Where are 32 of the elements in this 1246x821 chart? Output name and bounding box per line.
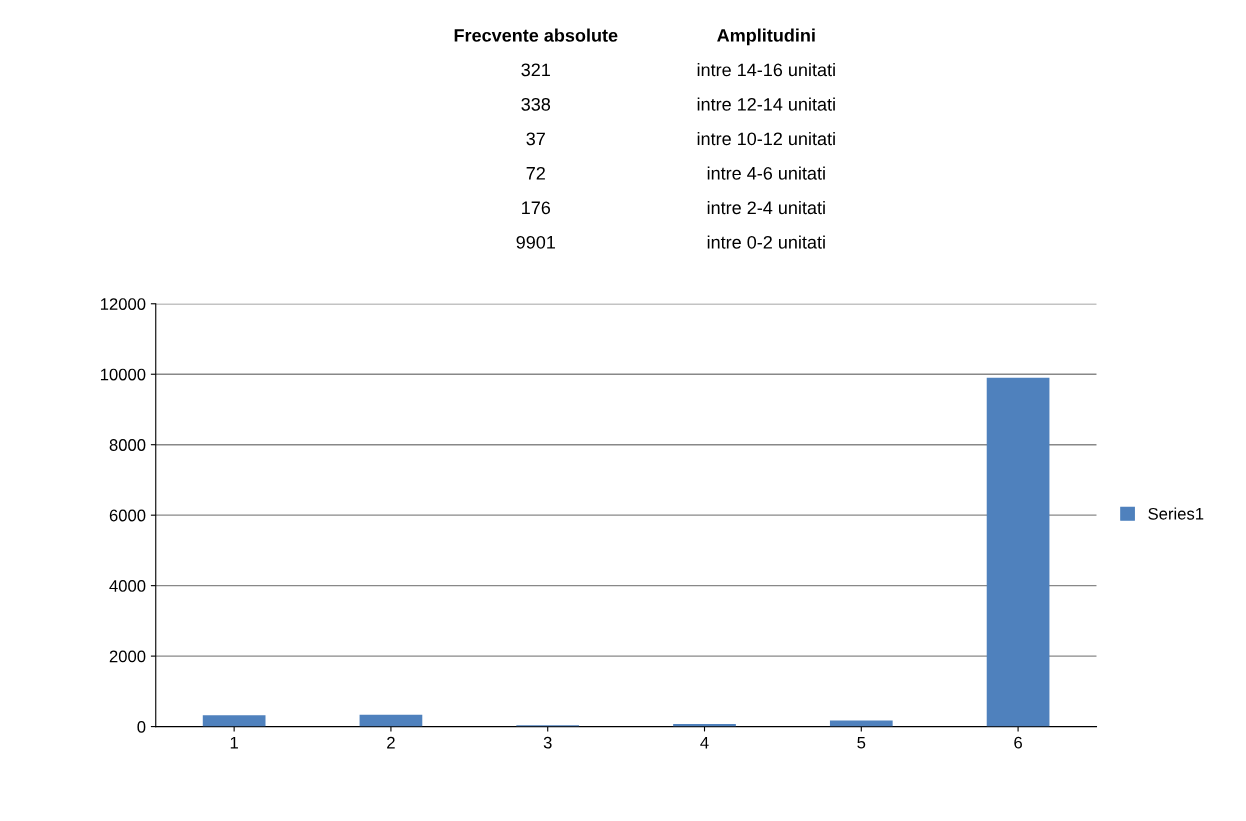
bar xyxy=(829,720,893,727)
x-tick-label: 2 xyxy=(387,736,395,749)
y-tick-label: 2000 xyxy=(109,650,146,663)
bar xyxy=(359,714,423,727)
y-tick-label: 8000 xyxy=(109,439,146,451)
text: intre 2-4 unitati xyxy=(707,200,825,215)
text: 176 xyxy=(522,201,551,215)
text: 72 xyxy=(526,166,545,180)
text: intre 12-14 unitati xyxy=(697,97,835,111)
bar xyxy=(202,715,266,727)
x-tick-label: 1 xyxy=(230,736,238,749)
text: 321 xyxy=(521,63,550,77)
text: 9901 xyxy=(516,235,555,249)
text: Frecvente absolute xyxy=(454,28,618,42)
legend-label: Series1 xyxy=(1148,507,1204,520)
y-tick-label: 4000 xyxy=(109,580,146,592)
x-tick-label: 6 xyxy=(1014,736,1022,749)
text: Amplitudini xyxy=(717,28,815,46)
y-tick-label: 0 xyxy=(137,720,146,733)
text: 37 xyxy=(526,132,545,146)
y-tick-label: 6000 xyxy=(109,509,146,522)
y-tick-label: 10000 xyxy=(100,368,146,381)
text: intre 10-12 unitati xyxy=(697,131,835,146)
text: intre 4-6 unitati xyxy=(707,166,825,180)
text: intre 14-16 unitati xyxy=(697,63,835,77)
text: 338 xyxy=(521,97,551,111)
x-tick-label: 3 xyxy=(543,736,552,749)
y-tick-label: 12000 xyxy=(100,298,146,310)
text: intre 0-2 unitati xyxy=(707,235,825,249)
x-tick-label: 5 xyxy=(857,736,866,749)
x-tick-label: 4 xyxy=(700,736,709,749)
bar xyxy=(986,377,1050,727)
